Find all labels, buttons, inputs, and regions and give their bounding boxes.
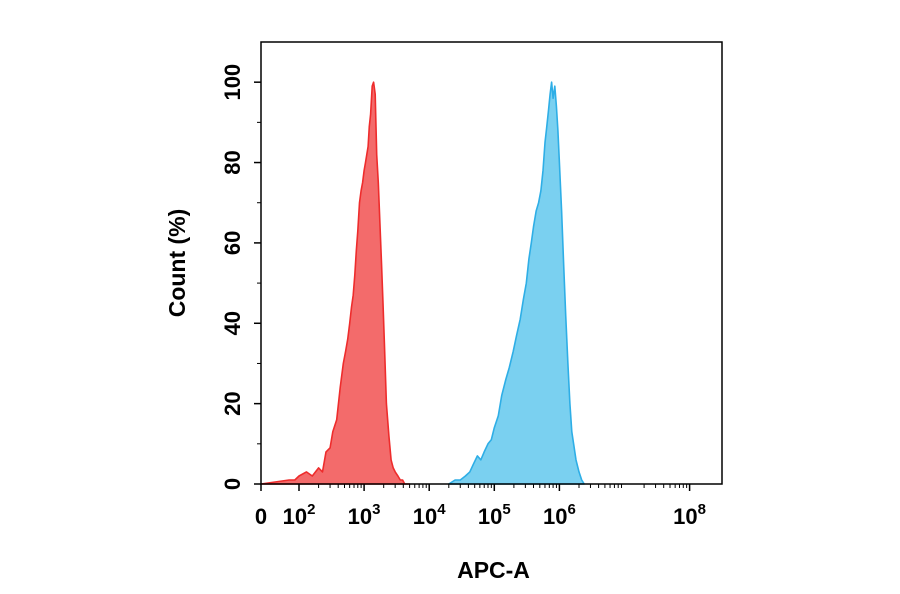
y-axis-label: Count (%): [164, 209, 190, 318]
y-tick-label: 100: [220, 64, 245, 101]
x-tick-label: 105: [478, 501, 511, 529]
y-tick-label: 60: [220, 231, 245, 255]
y-tick-label: 40: [220, 311, 245, 335]
plot-frame: [260, 41, 723, 485]
x-tick-label: 102: [283, 501, 316, 529]
histogram-series-1: [260, 81, 411, 485]
x-tick-label: 106: [543, 501, 576, 529]
x-axis-label: APC-A: [457, 557, 530, 583]
x-tick-label: 0: [255, 504, 267, 529]
y-tick-label: 20: [220, 391, 245, 415]
y-tick-label: 80: [220, 150, 245, 174]
plot-area: [260, 81, 585, 485]
x-tick-label: 104: [413, 501, 446, 529]
y-tick-label: 0: [220, 478, 245, 490]
x-axis: 0 102 103 104 105 106 108: [255, 484, 706, 529]
histogram-series-2: [448, 81, 585, 485]
x-tick-label: 103: [348, 501, 381, 529]
y-axis: 0 20 40 60 80 100: [220, 64, 261, 490]
x-tick-label: 108: [673, 501, 706, 529]
